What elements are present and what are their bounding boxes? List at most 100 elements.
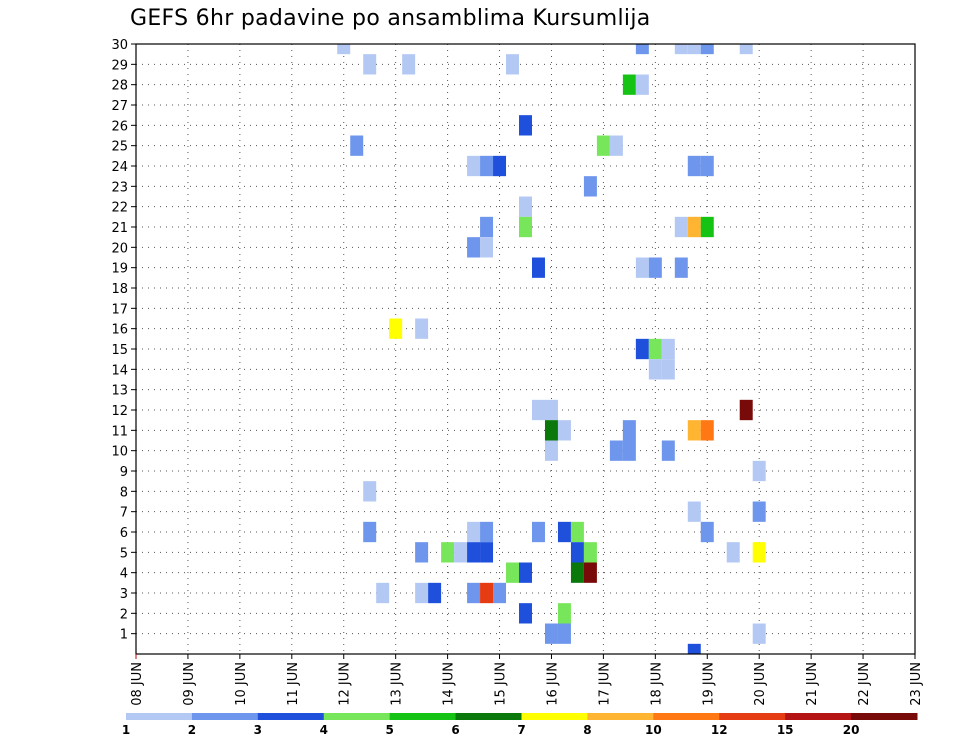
y-tick-label: 8 <box>120 485 128 500</box>
heatmap-cell <box>570 542 584 563</box>
heatmap-cell <box>570 562 584 583</box>
y-tick-label: 14 <box>111 363 128 378</box>
x-tick-label: 16 JUN <box>545 662 560 706</box>
heatmap-cell <box>531 257 545 278</box>
heatmap-cell <box>506 54 520 75</box>
y-tick-label: 19 <box>111 262 128 277</box>
heatmap-cell <box>376 582 390 604</box>
heatmap-cell <box>467 582 481 604</box>
heatmap-cell <box>674 257 688 278</box>
heatmap-cell <box>687 155 701 177</box>
heatmap-cell <box>467 542 481 563</box>
colorbar-label: 4 <box>320 723 328 737</box>
colorbar-label: 12 <box>711 723 728 737</box>
heatmap-cell <box>739 44 753 55</box>
x-tick-label: 21 JUN <box>805 662 820 706</box>
heatmap-cell <box>480 155 494 177</box>
y-tick-label: 17 <box>111 302 128 317</box>
colorbar-label: 10 <box>645 723 662 737</box>
heatmap-cell <box>544 399 558 421</box>
y-tick-label: 15 <box>111 343 128 358</box>
colorbar-segment <box>653 713 720 720</box>
y-tick-label: 28 <box>111 79 128 94</box>
heatmap-cell <box>480 542 494 563</box>
chart-title: GEFS 6hr padavine po ansamblima Kursumli… <box>130 6 651 31</box>
colorbar-segment <box>455 713 522 720</box>
colorbar-label: 5 <box>385 723 393 737</box>
heatmap-cell <box>687 420 701 441</box>
colorbar-segment <box>126 713 193 720</box>
heatmap-cell <box>441 542 455 563</box>
x-tick-label: 13 JUN <box>390 662 405 706</box>
heatmap-cell <box>661 359 675 380</box>
heatmap-cell <box>557 521 571 543</box>
x-tick-label: 15 JUN <box>494 662 509 706</box>
heatmap-cell <box>648 338 662 360</box>
colorbar-label: 1 <box>122 723 130 737</box>
heatmap-cell <box>493 582 507 604</box>
y-tick-label: 13 <box>111 384 128 399</box>
heatmap-cell <box>350 135 364 156</box>
heatmap-cell <box>467 521 481 543</box>
heatmap-cell <box>389 318 403 339</box>
colorbar-segment <box>851 713 918 720</box>
colorbar-label: 20 <box>843 723 860 737</box>
heatmap-cell <box>739 399 753 421</box>
heatmap-cell <box>648 257 662 278</box>
x-tick-label: 17 JUN <box>597 662 612 706</box>
heatmap-cell <box>519 562 532 583</box>
heatmap-cell <box>480 237 494 258</box>
heatmap-cell <box>609 135 623 156</box>
y-tick-label: 2 <box>120 607 128 622</box>
heatmap-cell <box>674 216 688 238</box>
heatmap-cell <box>531 399 545 421</box>
colorbar-segment <box>257 713 325 720</box>
heatmap-cell <box>674 44 688 55</box>
heatmap-cell <box>363 481 377 502</box>
heatmap-cell <box>544 440 558 461</box>
heatmap-cell <box>467 237 481 258</box>
y-tick-label: 27 <box>111 99 128 114</box>
heatmap-cell <box>480 521 494 543</box>
heatmap-cell <box>583 562 597 583</box>
y-tick-label: 11 <box>111 424 128 439</box>
x-tick-label: 10 JUN <box>234 662 249 706</box>
y-tick-label: 30 <box>111 38 128 53</box>
heatmap-cell <box>635 338 649 360</box>
x-tick-label: 22 JUN <box>857 662 872 706</box>
colorbar-label: 8 <box>583 723 591 737</box>
heatmap-cell <box>544 420 558 441</box>
heatmap-cell <box>635 44 649 55</box>
y-tick-label: 7 <box>120 506 128 521</box>
heatmap-cell <box>493 155 507 177</box>
x-tick-label: 08 JUN <box>130 662 145 706</box>
heatmap-cell <box>661 338 675 360</box>
y-tick-label: 5 <box>120 546 128 561</box>
y-tick-label: 16 <box>111 323 128 338</box>
heatmap-cell <box>363 521 377 543</box>
heatmap-cell <box>609 440 623 461</box>
heatmap-cell <box>480 216 494 238</box>
y-tick-label: 24 <box>111 160 128 175</box>
heatmap-cell <box>363 54 377 75</box>
colorbar-label: 2 <box>188 723 196 737</box>
heatmap-cell <box>519 196 532 217</box>
heatmap-cell <box>752 460 766 482</box>
y-tick-label: 1 <box>120 628 128 643</box>
y-tick-label: 18 <box>111 282 128 297</box>
y-tick-label: 21 <box>111 221 128 236</box>
y-tick-label: 22 <box>111 201 128 216</box>
heatmap-cell <box>428 582 442 604</box>
heatmap-cell <box>687 44 701 55</box>
heatmap-cell <box>519 216 532 238</box>
heatmap-cell <box>687 216 701 238</box>
y-tick-label: 23 <box>111 180 128 195</box>
heatmap-cell <box>454 542 468 563</box>
colorbar-segment <box>587 713 654 720</box>
heatmap-cell <box>622 420 636 441</box>
heatmap-cell <box>506 562 520 583</box>
y-tick-label: 4 <box>120 567 128 582</box>
heatmap-cell <box>700 216 714 238</box>
heatmap-cell <box>480 582 494 604</box>
